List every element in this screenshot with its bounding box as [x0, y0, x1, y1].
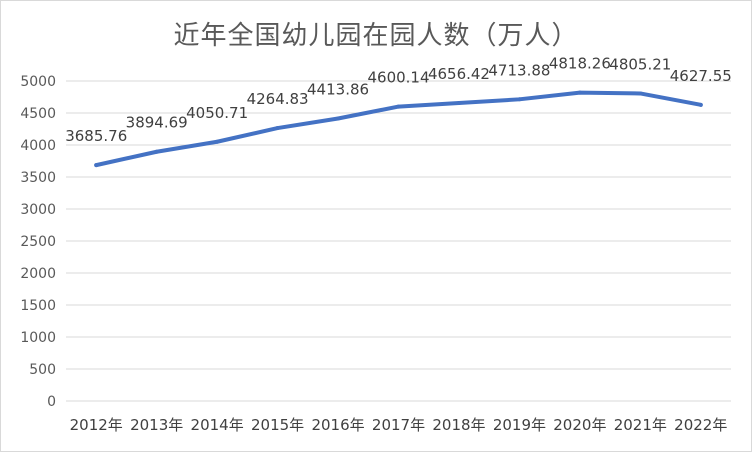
data-point	[275, 126, 280, 131]
x-tick-label: 2013年	[130, 416, 183, 434]
data-label: 3894.69	[126, 114, 188, 132]
y-tick-label: 4500	[20, 106, 56, 122]
y-tick-label: 4000	[20, 138, 56, 154]
data-label: 3685.76	[65, 127, 127, 145]
data-point	[215, 139, 220, 144]
data-label: 4050.71	[186, 104, 248, 122]
data-label: 4818.26	[549, 55, 611, 73]
x-tick-label: 2012年	[70, 416, 123, 434]
x-tick-label: 2021年	[614, 416, 667, 434]
data-point	[336, 116, 341, 121]
data-point	[638, 91, 643, 96]
data-point	[456, 100, 461, 105]
data-label: 4627.55	[670, 67, 732, 85]
data-label: 4805.21	[609, 55, 671, 73]
data-label: 4600.14	[367, 69, 429, 87]
y-tick-label: 500	[29, 362, 56, 378]
data-point	[154, 149, 159, 154]
data-point	[396, 104, 401, 109]
chart-title: 近年全国幼儿园在园人数（万人）	[173, 21, 579, 51]
y-tick-label: 3500	[20, 170, 56, 186]
x-tick-label: 2018年	[432, 416, 485, 434]
data-label: 4413.86	[307, 81, 369, 99]
data-point	[94, 163, 99, 168]
y-tick-label: 5000	[20, 74, 56, 90]
x-tick-label: 2014年	[191, 416, 244, 434]
data-point	[517, 97, 522, 102]
x-tick-label: 2022年	[674, 416, 727, 434]
y-tick-label: 2000	[20, 266, 56, 282]
y-tick-label: 2500	[20, 234, 56, 250]
data-label: 4264.83	[247, 90, 309, 108]
data-label: 4713.88	[488, 61, 550, 79]
x-tick-label: 2016年	[311, 416, 364, 434]
y-tick-label: 1000	[20, 330, 56, 346]
x-tick-label: 2020年	[553, 416, 606, 434]
x-tick-label: 2019年	[493, 416, 546, 434]
data-point	[577, 90, 582, 95]
data-label: 4656.42	[428, 65, 490, 83]
x-tick-label: 2017年	[372, 416, 425, 434]
data-point	[698, 102, 703, 107]
y-tick-label: 0	[47, 394, 56, 410]
y-tick-label: 1500	[20, 298, 56, 314]
x-tick-label: 2015年	[251, 416, 304, 434]
y-tick-label: 3000	[20, 202, 56, 218]
